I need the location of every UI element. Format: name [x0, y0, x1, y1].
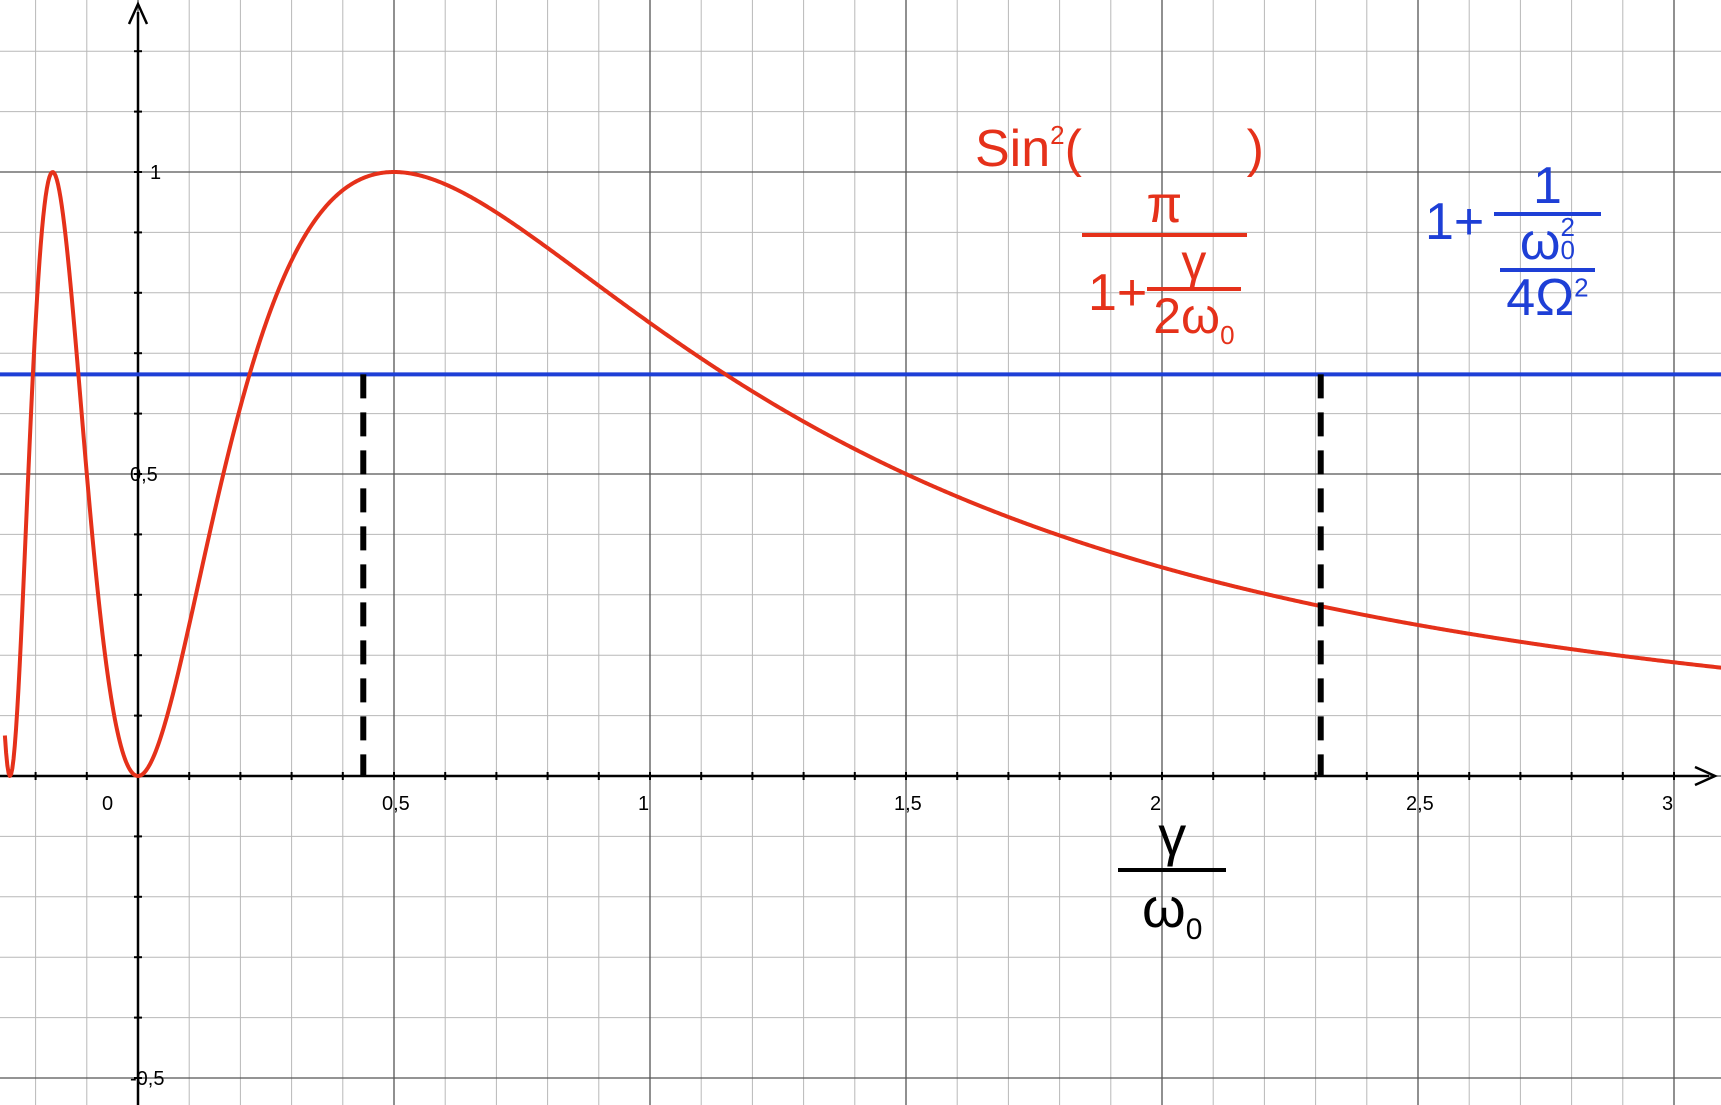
red-sin-squared-curve: [2, 170, 1721, 778]
sin-exponent: 2: [1050, 120, 1065, 150]
tick-labels: 0 0,5 1 1,5 2 2,5 3 1 0,5 -0,5: [102, 162, 1673, 1090]
x-tick-label: 3: [1662, 793, 1673, 815]
x-tick-label: 0: [102, 793, 113, 815]
y-tick-label: 0,5: [130, 464, 158, 486]
x-tick-label: 2,5: [1406, 793, 1434, 815]
blue-omega-sub: 0: [1560, 235, 1575, 266]
x-tick-label: 1,5: [894, 793, 922, 815]
x-axis-omega-sub: 0: [1185, 913, 1203, 947]
x-axis-omega: ω: [1142, 876, 1186, 939]
blue-omega-sup: 2: [1560, 212, 1575, 242]
x-axis-gamma: γ: [1158, 804, 1187, 867]
blue-four-Omega: 4Ω: [1506, 269, 1575, 327]
x-axis-omega-den: ω0: [1118, 868, 1227, 947]
y-tick-label: -0,5: [130, 1068, 164, 1090]
y-axis-arrow: [127, 0, 149, 25]
outer-denominator: 1+ γ 2ω0: [1081, 233, 1247, 350]
pi-numerator: π: [1146, 176, 1183, 234]
blue-one-plus: 1+: [1425, 193, 1485, 251]
one-plus-text: 1+: [1087, 263, 1148, 322]
omega-subscript: 0: [1220, 320, 1235, 350]
x-axis-fraction: γ ω0: [1118, 804, 1227, 947]
sin-squared-curve: [2, 170, 1721, 778]
red-curve-formula: Sin2( π 1+ γ 2ω0 ): [975, 122, 1264, 348]
x-tick-label: 2: [1150, 793, 1161, 815]
two-omega-text: 2ω: [1153, 288, 1221, 344]
blue-omega: ω: [1519, 213, 1561, 271]
axis-ticks: [34, 50, 1675, 1079]
x-tick-label: 1: [638, 793, 649, 815]
x-axis-label: γ ω0: [1118, 804, 1227, 947]
two-omega-denominator: 2ω0: [1147, 287, 1241, 350]
sin-text: Sin: [975, 120, 1051, 178]
intersection-markers: [360, 374, 1324, 776]
gamma-numerator: γ: [1181, 234, 1207, 290]
left-paren: (: [1064, 120, 1082, 178]
inner-fraction: γ 2ω0: [1147, 234, 1241, 350]
blue-Omega-sup: 2: [1574, 272, 1589, 303]
x-tick-label: 0,5: [382, 793, 410, 815]
blue-four-omega-den: 4Ω2: [1500, 268, 1595, 327]
y-tick-label: 1: [150, 162, 161, 184]
outer-fraction: π 1+ γ 2ω0: [1081, 176, 1247, 350]
blue-one: 1: [1532, 157, 1562, 215]
x-axis-arrow: [1694, 765, 1719, 787]
right-paren: ): [1246, 120, 1264, 178]
